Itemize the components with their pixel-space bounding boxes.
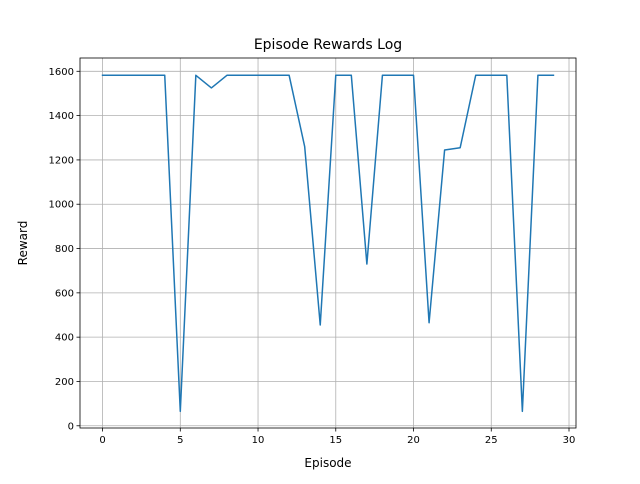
x-axis-ticks: 0 5 10 15 20 25 30	[99, 428, 575, 446]
plot-area	[80, 58, 576, 428]
y-tick-label: 0	[68, 421, 74, 432]
x-tick-label: 10	[252, 435, 265, 446]
x-tick-label: 25	[485, 435, 498, 446]
y-tick-label: 1400	[49, 111, 74, 122]
x-tick-label: 30	[563, 435, 576, 446]
y-tick-label: 1600	[49, 67, 74, 78]
series-layer	[101, 74, 555, 413]
plot-frame	[79, 57, 577, 429]
y-axis-ticks: 0 200 400 600 800 1000 1200 1400 1600	[49, 67, 80, 432]
y-tick-label: 200	[55, 377, 74, 388]
series-line	[101, 74, 555, 413]
x-tick-label: 5	[177, 435, 183, 446]
y-tick-label: 1200	[49, 155, 74, 166]
x-tick-label: 15	[329, 435, 342, 446]
y-axis-label: Reward	[16, 221, 30, 266]
x-tick-label: 0	[99, 435, 105, 446]
y-tick-label: 800	[55, 244, 74, 255]
y-tick-label: 1000	[49, 200, 74, 211]
x-tick-label: 20	[407, 435, 420, 446]
y-tick-label: 600	[55, 288, 74, 299]
y-tick-label: 400	[55, 333, 74, 344]
x-axis-label: Episode	[304, 456, 351, 470]
chart-title: Episode Rewards Log	[254, 37, 402, 53]
